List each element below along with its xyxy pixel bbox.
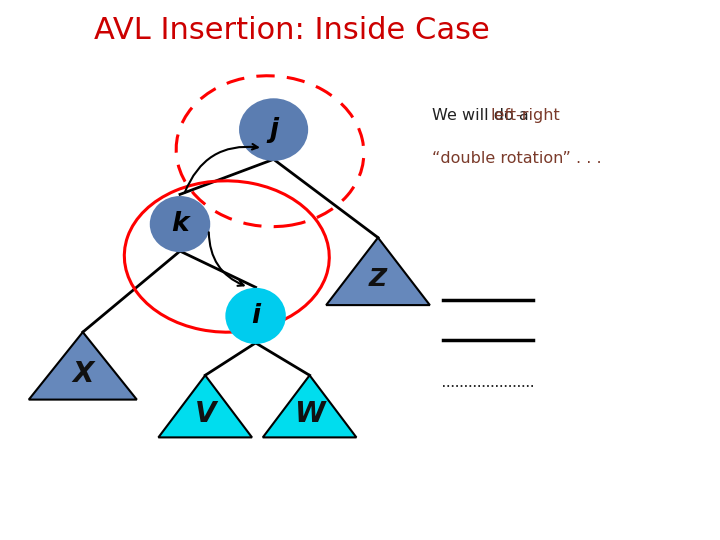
Polygon shape (326, 238, 430, 305)
Polygon shape (29, 332, 137, 400)
Text: left-right: left-right (490, 108, 559, 123)
Ellipse shape (150, 196, 210, 252)
Ellipse shape (239, 98, 308, 161)
Ellipse shape (225, 288, 286, 344)
Text: i: i (251, 303, 260, 329)
Text: AVL Insertion: Inside Case: AVL Insertion: Inside Case (94, 16, 490, 45)
Text: k: k (171, 211, 189, 237)
Polygon shape (158, 375, 252, 437)
Text: j: j (269, 117, 278, 143)
Polygon shape (263, 375, 356, 437)
Text: W: W (294, 400, 325, 428)
Text: We will do a: We will do a (432, 108, 534, 123)
Text: “double rotation” . . .: “double rotation” . . . (432, 151, 602, 166)
Text: X: X (72, 360, 94, 388)
Text: Z: Z (369, 267, 387, 292)
Text: V: V (194, 400, 216, 428)
